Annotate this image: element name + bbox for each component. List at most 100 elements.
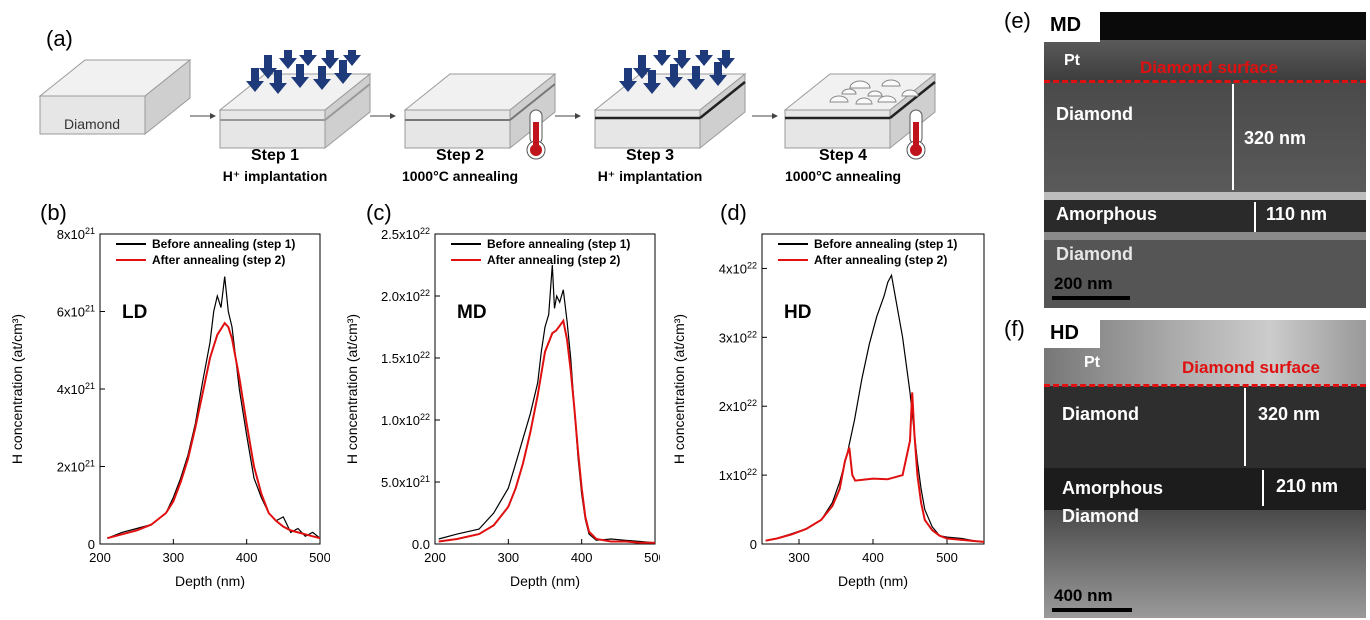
- y-tick-label: 0.0: [412, 537, 430, 552]
- plot-frame: [434, 233, 656, 545]
- thickness-110: 110 nm: [1266, 204, 1328, 224]
- diamond-block-step3: [593, 72, 747, 150]
- y-tick-label: 4x1022: [719, 260, 757, 276]
- x-tick-label: 200: [89, 550, 111, 565]
- x-tick-label: 500: [936, 550, 958, 565]
- y-tick-label: 1x1022: [719, 467, 757, 483]
- thickness-320-hd: 320 nm: [1258, 404, 1321, 424]
- scale-label: 200 nm: [1054, 274, 1113, 293]
- chart-ld: 200 300 400 500 0 2x1021 4x1021 6x1021 8x1021 Dep…: [9, 226, 330, 589]
- series-before-annealing: [107, 276, 321, 539]
- panel-label-f: (f): [1004, 316, 1025, 341]
- y-axis-label: H concentration (at/cm³): [671, 314, 687, 464]
- pt-label: Pt: [1064, 52, 1080, 69]
- legend-entry: Before annealing (step 1): [814, 237, 957, 251]
- diamond-label-lower: Diamond: [1056, 244, 1134, 264]
- x-tick-label: 400: [236, 550, 258, 565]
- legend-entry: Before annealing (step 1): [152, 237, 295, 251]
- legend-entry: After annealing (step 2): [814, 253, 947, 267]
- legend-entry: Before annealing (step 1): [487, 237, 630, 251]
- series-after-annealing: [438, 318, 655, 544]
- thickness-210: 210 nm: [1276, 476, 1339, 496]
- plot-frame: [99, 233, 321, 545]
- diamond-block-step1: [218, 72, 372, 150]
- pt-label-hd: Pt: [1084, 354, 1100, 371]
- thermometer-icon: [906, 109, 926, 160]
- plot-frame: [761, 233, 985, 545]
- x-tick-label: 200: [424, 550, 446, 565]
- surface-line-hd: [1044, 384, 1366, 387]
- x-tick-label: 300: [788, 550, 810, 565]
- x-tick-label: 500: [644, 550, 660, 565]
- thickness-320: 320 nm: [1244, 128, 1307, 148]
- x-tick-label: 300: [497, 550, 519, 565]
- series-after-annealing: [107, 321, 321, 540]
- surface-label-hd: Diamond surface: [1182, 358, 1320, 377]
- x-axis-label: Depth (nm): [838, 573, 908, 589]
- legend-entry: After annealing (step 2): [152, 253, 285, 267]
- series-before-annealing: [765, 273, 985, 543]
- amorphous-label: Amorphous: [1056, 204, 1157, 224]
- step1-title: Step 1: [250, 147, 299, 164]
- scale-bar: [1052, 296, 1130, 300]
- thermometer-icon: [526, 109, 546, 160]
- panel-label-d: (d): [720, 200, 747, 225]
- scale-label-hd: 400 nm: [1054, 586, 1113, 605]
- y-tick-label: 4x1021: [57, 381, 95, 397]
- chart-md: 200 300 400 500 0.0 5.0x1021 1.0x1022 1.5x1022 2…: [344, 226, 660, 589]
- sample-label: HD: [784, 302, 811, 323]
- y-tick-label: 2.0x1022: [381, 288, 430, 304]
- step4-sub: 1000°C annealing: [784, 168, 902, 184]
- legend-entry: After annealing (step 2): [487, 253, 620, 267]
- y-tick-label: 8x1021: [57, 226, 95, 242]
- y-tick-label: 2x1022: [719, 398, 757, 414]
- diamond-block-initial: [38, 58, 192, 136]
- sample-label: LD: [122, 302, 147, 323]
- x-tick-label: 400: [571, 550, 593, 565]
- panel-label-a: (a): [46, 26, 73, 51]
- step1-sub: H⁺ implantation: [222, 168, 328, 184]
- diamond-label-lower-hd: Diamond: [1062, 506, 1140, 526]
- step2-sub: 1000°C annealing: [401, 168, 519, 184]
- step3-sub: H⁺ implantation: [597, 168, 703, 184]
- surface-label: Diamond surface: [1140, 58, 1278, 77]
- x-axis-label: Depth (nm): [175, 573, 245, 589]
- series-after-annealing: [765, 392, 985, 543]
- panel-label-c: (c): [366, 200, 392, 225]
- tem-sample-hd: HD: [1050, 322, 1079, 344]
- y-tick-label: 6x1021: [57, 304, 95, 320]
- y-tick-label: 5.0x1021: [381, 474, 430, 490]
- y-axis-label: H concentration (at/cm³): [9, 314, 25, 464]
- surface-blisters: [829, 79, 919, 105]
- chart-hd: 300 400 500 0 1x1022 2x1022 3x1022 4x1022 Depth …: [671, 233, 985, 589]
- process-schematic: [38, 50, 937, 160]
- sample-label: MD: [457, 302, 487, 323]
- x-tick-label: 300: [162, 550, 184, 565]
- x-tick-label: 500: [309, 550, 330, 565]
- amorphous-label-hd: Amorphous: [1062, 478, 1163, 498]
- y-tick-label: 1.0x1022: [381, 412, 430, 428]
- step2-title: Step 2: [435, 147, 484, 164]
- x-axis-label: Depth (nm): [510, 573, 580, 589]
- step3-title: Step 3: [625, 147, 674, 164]
- diamond-label-hd: Diamond: [1062, 404, 1140, 424]
- step4-title: Step 4: [818, 147, 867, 164]
- y-tick-label: 0: [88, 537, 95, 552]
- panel-label-e: (e): [1004, 8, 1031, 33]
- y-axis-label: H concentration (at/cm³): [344, 314, 360, 464]
- series-before-annealing: [438, 264, 656, 544]
- y-tick-label: 0: [750, 537, 757, 552]
- y-tick-label: 2.5x1022: [381, 226, 430, 242]
- panel-label-b: (b): [40, 200, 67, 225]
- scale-bar-hd: [1052, 608, 1132, 612]
- diamond-label: Diamond: [1056, 104, 1134, 124]
- y-tick-label: 2x1021: [57, 459, 95, 475]
- y-tick-label: 1.5x1022: [381, 350, 430, 366]
- tem-image-md: MD Pt Diamond surface Diamond 320 nm Amo…: [1044, 12, 1366, 308]
- tem-sample-md: MD: [1050, 14, 1082, 36]
- tem-image-hd: HD Pt Diamond surface Diamond 320 nm Amo…: [1044, 320, 1366, 618]
- sample-label: Diamond: [64, 116, 121, 132]
- surface-line: [1044, 80, 1366, 83]
- y-tick-label: 3x1022: [719, 329, 757, 345]
- x-tick-label: 400: [862, 550, 884, 565]
